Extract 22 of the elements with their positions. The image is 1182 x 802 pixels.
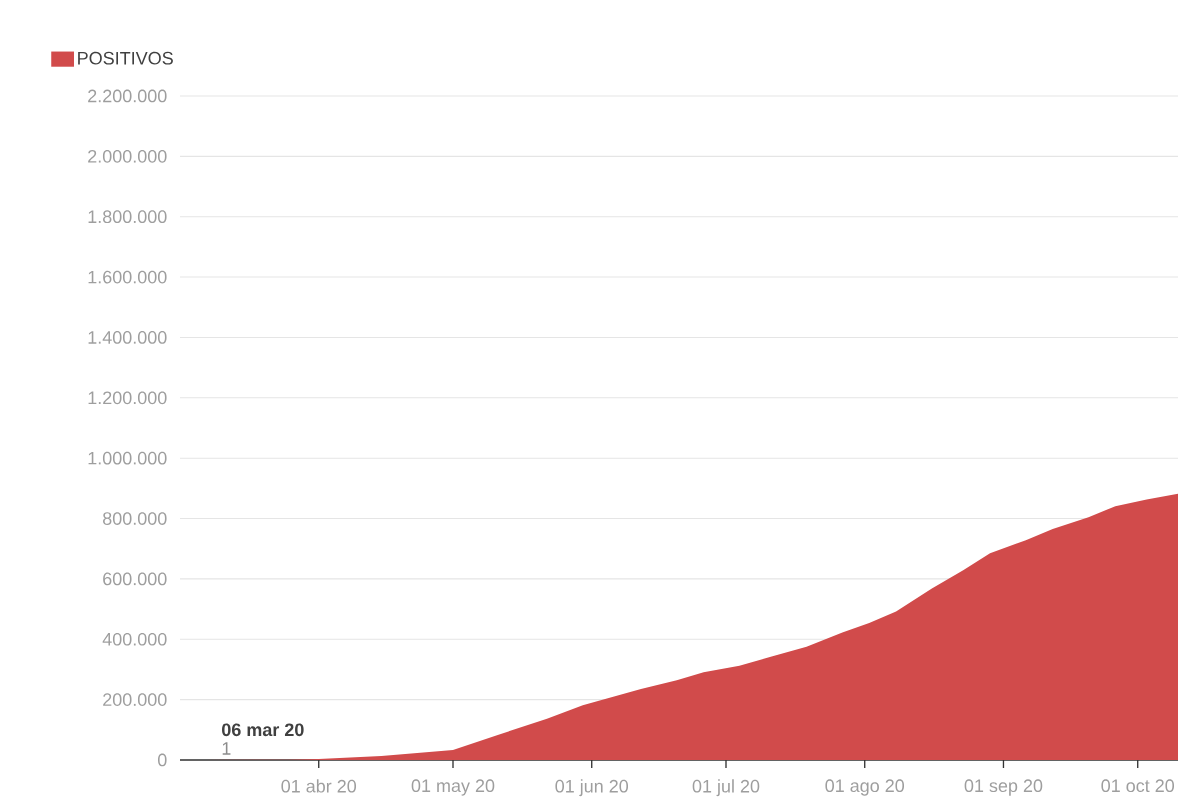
y-tick-label: 800.000	[103, 512, 167, 525]
annotation: 06 mar 20	[222, 723, 304, 737]
x-tick-label: 01 may 20	[411, 779, 495, 796]
x-tick-label: 01 sep 20	[964, 779, 1043, 796]
x-tick-label: 01 jul 20	[692, 779, 760, 797]
y-tick-label: 600.000	[103, 572, 167, 586]
x-tick-label: 01 ago 20	[825, 779, 905, 796]
x-tick-label: 01 abr 20	[281, 779, 357, 793]
y-tick-label: 2.000.000	[88, 149, 167, 163]
y-tick-label: 200.000	[103, 693, 167, 706]
y-tick-label: 1.400.000	[88, 331, 167, 344]
x-tick-label: 01 oct 20	[1101, 779, 1175, 793]
y-tick-label: 1.000.000	[88, 451, 167, 465]
y-tick-label: 1.200.000	[88, 391, 167, 405]
annotation: 1	[222, 742, 231, 755]
y-tick-label: 2.200.000	[88, 89, 167, 103]
legend-label: POSITIVOS	[78, 51, 173, 65]
y-tick-label: 1.600.000	[88, 270, 167, 284]
y-tick-label: 0	[157, 753, 167, 767]
y-tick-label: 1.800.000	[88, 210, 167, 224]
y-tick-label: 400.000	[102, 632, 167, 646]
x-tick-label: 01 jun 20	[555, 779, 629, 797]
